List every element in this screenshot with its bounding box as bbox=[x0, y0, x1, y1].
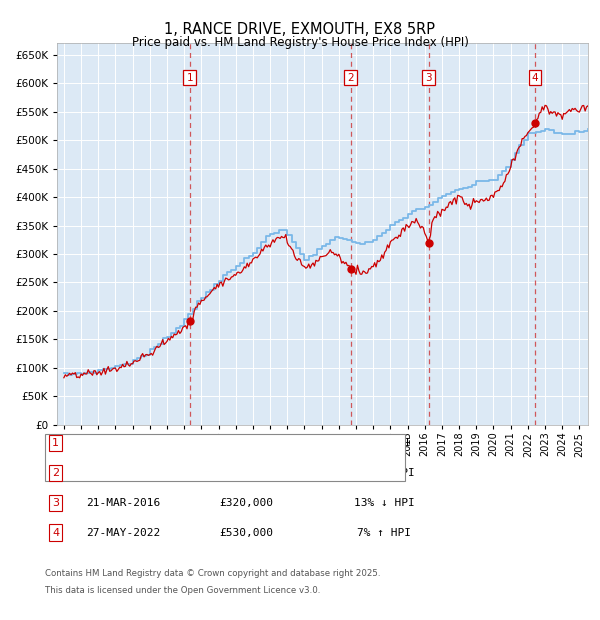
Text: 7% ↑ HPI: 7% ↑ HPI bbox=[357, 528, 411, 538]
Text: 18% ↓ HPI: 18% ↓ HPI bbox=[353, 468, 415, 478]
Text: 13% ↓ HPI: 13% ↓ HPI bbox=[353, 498, 415, 508]
Text: £320,000: £320,000 bbox=[219, 498, 273, 508]
Text: This data is licensed under the Open Government Licence v3.0.: This data is licensed under the Open Gov… bbox=[45, 586, 320, 595]
Text: 09-SEP-2011: 09-SEP-2011 bbox=[86, 468, 160, 478]
Text: 2: 2 bbox=[347, 73, 354, 82]
Text: ——: —— bbox=[51, 459, 76, 471]
Text: 1, RANCE DRIVE, EXMOUTH, EX8 5RP: 1, RANCE DRIVE, EXMOUTH, EX8 5RP bbox=[164, 22, 436, 37]
Text: 1: 1 bbox=[187, 73, 193, 82]
Text: 1, RANCE DRIVE, EXMOUTH, EX8 5RP (detached house): 1, RANCE DRIVE, EXMOUTH, EX8 5RP (detach… bbox=[84, 440, 371, 450]
Text: 26-APR-2002: 26-APR-2002 bbox=[86, 438, 160, 448]
Text: HPI: Average price, detached house, East Devon: HPI: Average price, detached house, East… bbox=[84, 460, 336, 470]
Text: £181,950: £181,950 bbox=[219, 438, 273, 448]
Text: 27-MAY-2022: 27-MAY-2022 bbox=[86, 528, 160, 538]
Text: 4: 4 bbox=[52, 528, 59, 538]
Text: £273,500: £273,500 bbox=[219, 468, 273, 478]
Text: 5% ↓ HPI: 5% ↓ HPI bbox=[357, 438, 411, 448]
Text: Contains HM Land Registry data © Crown copyright and database right 2025.: Contains HM Land Registry data © Crown c… bbox=[45, 569, 380, 578]
Text: 21-MAR-2016: 21-MAR-2016 bbox=[86, 498, 160, 508]
Text: 4: 4 bbox=[532, 73, 538, 82]
Text: 3: 3 bbox=[425, 73, 432, 82]
Text: 2: 2 bbox=[52, 468, 59, 478]
Text: 3: 3 bbox=[52, 498, 59, 508]
Text: Price paid vs. HM Land Registry's House Price Index (HPI): Price paid vs. HM Land Registry's House … bbox=[131, 36, 469, 49]
Text: 1: 1 bbox=[52, 438, 59, 448]
Text: £530,000: £530,000 bbox=[219, 528, 273, 538]
Text: ——: —— bbox=[51, 439, 76, 451]
